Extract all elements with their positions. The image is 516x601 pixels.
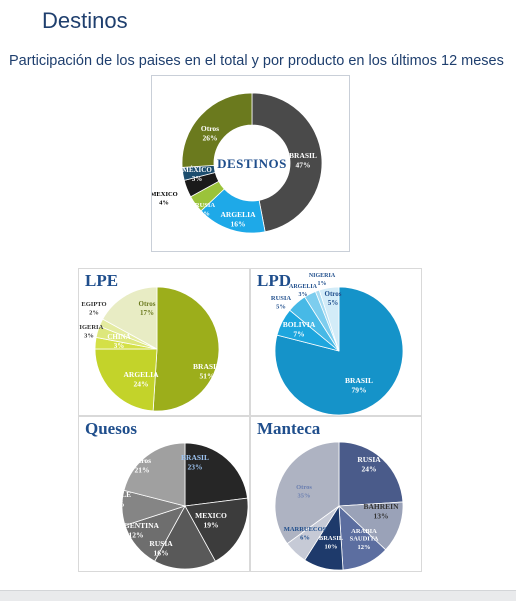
destinos-donut-chart: BRASIL 47% ARGELIA 16%RUSIA 4% MEXICO 4%MÉXICO… xyxy=(152,92,323,234)
destinos-label-otros: Otros 26% xyxy=(201,124,219,143)
manteca-slice-otros xyxy=(274,441,340,545)
destinos-label-brasil: BRASIL 47% xyxy=(289,151,317,170)
page-subtitle: Participación de los paises en el total … xyxy=(9,53,504,69)
lpd-chart-title: LPD xyxy=(257,271,291,290)
destinos-slice-brasil xyxy=(251,92,323,233)
quesos-slice-brasil xyxy=(184,442,248,507)
lpd-slice-otros xyxy=(318,286,340,352)
manteca-label-rusia: RUSIA 24% xyxy=(357,455,381,474)
lpe-label-china: CHINA 3% xyxy=(107,333,130,350)
quesos-label-otros: Otros 21% xyxy=(133,456,151,475)
lpe-slice-otros xyxy=(102,286,158,350)
destinos-chart-panel: BRASIL 47% ARGELIA 16% RUSIA 4% MEXICO 4% MÉXICO… xyxy=(151,75,350,252)
manteca-label-marruecos: MARRUECOS 6% xyxy=(284,526,327,542)
destinos-center-label: DESTINOS xyxy=(217,156,287,171)
lpd-label-nigeria: NIGERIA 1% xyxy=(309,273,336,287)
destinos-slice-otros xyxy=(181,92,253,168)
manteca-chart-panel: Manteca RUSIA 24% BAHREIN 13% ARABIA SAUDITA 1… xyxy=(250,416,422,572)
lpe-slice-argelia xyxy=(94,348,158,412)
lpd-label-bolivia: BOLIVIA 7% xyxy=(283,320,316,339)
lpe-label-argelia: ARGELIA 24% xyxy=(123,370,159,389)
lpd-chart-panel: LPD BRASIL 79% BOLIVIA 7% RUSIA 5% ARGELIA 3% NI… xyxy=(250,268,422,416)
quesos-chart-title: Quesos xyxy=(85,419,137,438)
lpe-label-nigeria: NIGERIA3% xyxy=(79,324,104,340)
manteca-pie-chart: RUSIA 24% BAHREIN 13% ARABIA SAUDITA 12% BRASIL… xyxy=(274,441,404,571)
lpe-label-otros: Otros 17% xyxy=(139,300,156,317)
lpd-label-otros: Otros 5% xyxy=(325,290,342,307)
lpe-slice-brasil xyxy=(152,286,220,412)
quesos-slice-rusia xyxy=(154,505,216,570)
manteca-label-brasil: BRASIL 10% xyxy=(319,535,344,551)
manteca-label-arabia-saudita: ARABIA SAUDITA 12% xyxy=(350,528,379,551)
destinos-label-rusia: RUSIA 4% xyxy=(195,202,216,218)
destinos-label-mexico: MEXICO 4% xyxy=(152,191,178,207)
lpd-label-brasil: BRASIL 79% xyxy=(345,376,373,395)
manteca-label-bahrein: BAHREIN 13% xyxy=(363,502,399,521)
lpd-label-argelia: ARGELIA 3% xyxy=(289,284,318,298)
manteca-chart-title: Manteca xyxy=(257,419,321,438)
quesos-label-argentina: ARGENTINA 12% xyxy=(113,521,159,540)
destinos-label-mexico: MÉXICO 3% xyxy=(182,166,212,183)
manteca-slice-rusia xyxy=(338,441,404,507)
lpe-label-egipto: EGIPTO 2% xyxy=(81,301,106,317)
quesos-slice-otros xyxy=(123,442,186,507)
lpe-chart-title: LPE xyxy=(85,271,119,290)
quesos-label-rusia: RUSIA 16% xyxy=(149,539,173,558)
page-title: Destinos xyxy=(42,8,128,33)
lpd-label-rusia: RUSIA 5% xyxy=(271,295,292,311)
quesos-label-mexico: MEXICO 19% xyxy=(195,511,227,530)
quesos-label-chile: CHILE 9% xyxy=(107,490,131,509)
destinos-label-argelia: ARGELIA 16% xyxy=(220,210,256,229)
quesos-label-brasil: BRASIL 23% xyxy=(181,453,209,472)
bottom-scroll-bar xyxy=(0,590,516,601)
manteca-label-otros: Otros 35% xyxy=(296,484,312,500)
lpe-label-brasil: BRASIL 51% xyxy=(193,362,221,381)
quesos-slice-mexico xyxy=(184,497,249,562)
lpd-pie-chart: BRASIL 79% BOLIVIA 7% RUSIA 5%ARGELIA 3%NIGERI… xyxy=(271,273,404,416)
quesos-pie-chart: BRASIL 23% MEXICO 19% RUSIA 16%ARGENTINA 12% CH… xyxy=(107,442,249,570)
quesos-chart-panel: Quesos BRASIL 23% MEXICO 19% RUSIA 16% ARGENTI… xyxy=(78,416,250,572)
